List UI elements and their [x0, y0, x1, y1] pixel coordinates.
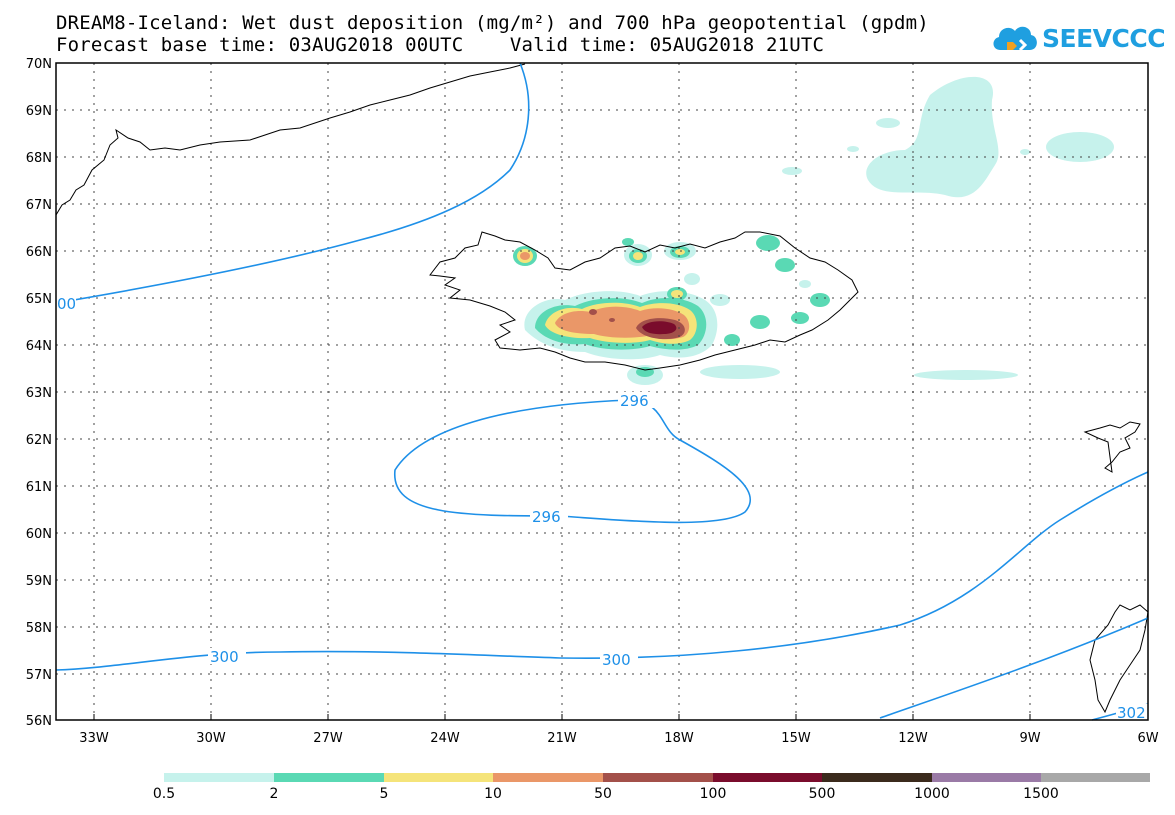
contour-label: 302	[1117, 704, 1146, 722]
lon-label: 24W	[430, 731, 460, 746]
seevccc-logo: SEEVCCC	[990, 20, 1166, 60]
lon-label: 30W	[196, 731, 226, 746]
lat-label: 57N	[26, 668, 52, 683]
colorbar-swatch	[713, 773, 822, 782]
map-title: DREAM8-Iceland: Wet dust deposition (mg/…	[56, 12, 929, 34]
colorbar-swatch	[384, 773, 493, 782]
lat-label: 69N	[26, 104, 52, 119]
colorbar-swatch	[1041, 773, 1150, 782]
lon-label: 9W	[1019, 731, 1040, 746]
graticule	[56, 63, 1148, 720]
colorbar-swatch	[274, 773, 384, 782]
forecast-times: Forecast base time: 03AUG2018 00UTC Vali…	[56, 34, 825, 56]
contour-label: 00	[57, 295, 76, 313]
lat-label: 60N	[26, 527, 52, 542]
lat-label: 58N	[26, 621, 52, 636]
contour-label: 300	[210, 648, 239, 666]
lat-label: 68N	[26, 151, 52, 166]
logo-text: SEEVCCC	[1042, 24, 1166, 53]
colorbar-swatch	[493, 773, 603, 782]
dust-deposition-shading	[513, 76, 1114, 385]
lat-label: 56N	[26, 714, 52, 729]
latitude-labels: 70N 69N 68N 67N 66N 65N 64N 63N 62N 61N …	[26, 57, 52, 729]
colorbar-swatch	[603, 773, 713, 782]
map-frame	[55, 62, 1149, 721]
lat-label: 65N	[26, 292, 52, 307]
colorbar-label: 1000	[914, 786, 950, 802]
lat-label: 62N	[26, 433, 52, 448]
contour-label: 296	[532, 508, 561, 526]
colorbar-label: 1500	[1023, 786, 1059, 802]
colorbar-label: 50	[594, 786, 612, 802]
lat-label: 64N	[26, 339, 52, 354]
colorbar-label: 0.5	[152, 786, 176, 802]
lon-label: 12W	[898, 731, 928, 746]
axis-ticks	[93, 714, 1031, 720]
colorbar-label: 100	[699, 786, 727, 802]
lon-label: 27W	[313, 731, 343, 746]
lon-label: 33W	[79, 731, 109, 746]
lon-label: 21W	[547, 731, 577, 746]
contour-labels: 00 296 296 300 300 302	[56, 295, 1148, 722]
lat-label: 70N	[26, 57, 52, 72]
lon-label: 6W	[1137, 731, 1158, 746]
colorbar-label: 5	[379, 786, 389, 802]
lat-label: 67N	[26, 198, 52, 213]
colorbar-swatch	[822, 773, 932, 782]
colorbar-label: 2	[269, 786, 279, 802]
contour-label: 296	[620, 392, 649, 410]
lon-label: 18W	[664, 731, 694, 746]
contour-label: 300	[602, 651, 631, 669]
cloud-icon	[993, 26, 1037, 52]
longitude-labels: 33W 30W 27W 24W 21W 18W 15W 12W 9W 6W	[79, 731, 1158, 746]
colorbar-swatch	[164, 773, 274, 782]
colorbar-swatch	[932, 773, 1041, 782]
lat-label: 63N	[26, 386, 52, 401]
lat-label: 66N	[26, 245, 52, 260]
lon-label: 15W	[781, 731, 811, 746]
coastlines	[55, 63, 1149, 714]
colorbar-label: 10	[484, 786, 502, 802]
lat-label: 59N	[26, 574, 52, 589]
lat-label: 61N	[26, 480, 52, 495]
colorbar-label: 500	[808, 786, 836, 802]
